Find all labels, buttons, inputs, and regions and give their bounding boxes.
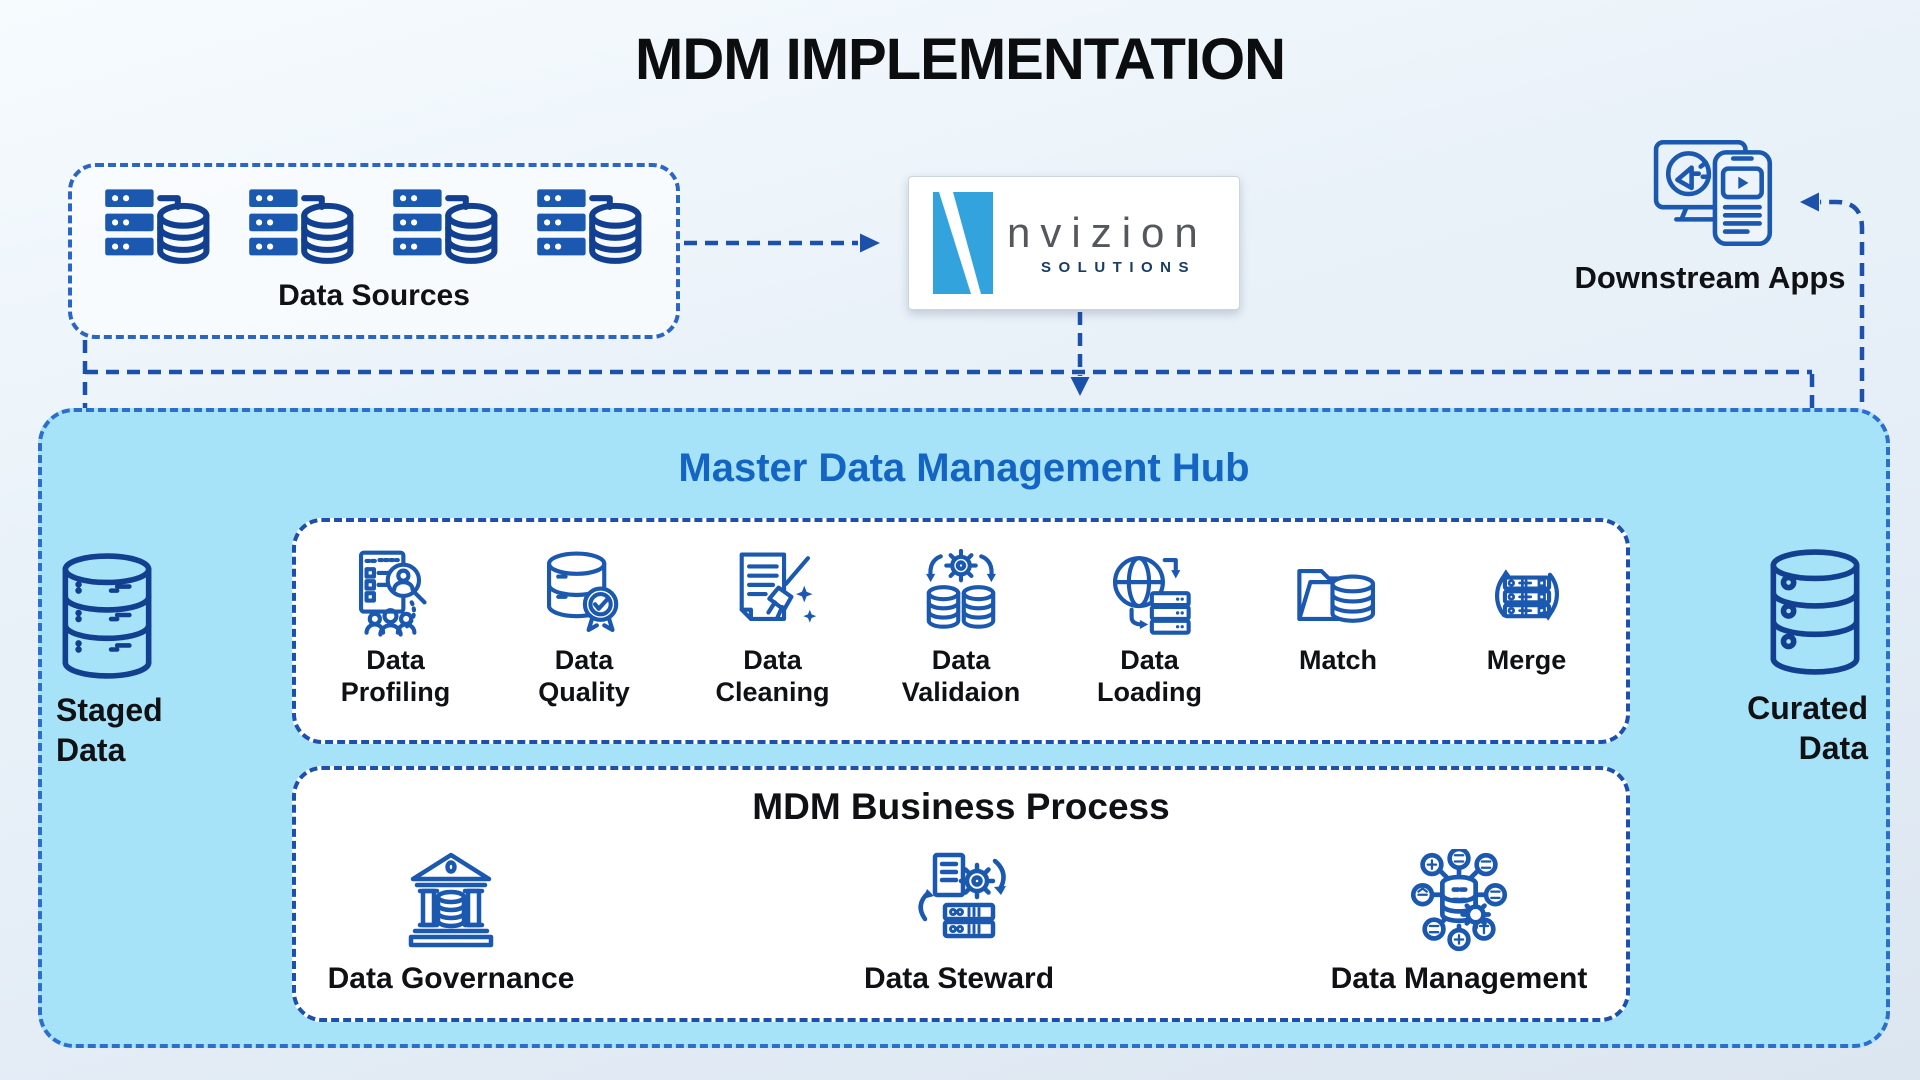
- process-item-data-validation: Data Validaion: [872, 546, 1050, 708]
- data-profiling-icon: [358, 550, 427, 637]
- business-item-label: Data Steward: [863, 962, 1055, 995]
- downstream-apps-label: Downstream Apps: [1574, 260, 1846, 295]
- server-database-icon: [105, 189, 210, 264]
- process-item-label: Data Cleaning: [715, 645, 830, 707]
- hub-title: Master Data Management Hub: [678, 446, 1250, 490]
- business-item-label: Data Management: [1330, 962, 1588, 995]
- curated-database-icon: [1770, 549, 1860, 675]
- data-loading-icon: [1112, 556, 1191, 635]
- monitor-phone-apps-icon: [1653, 139, 1773, 247]
- process-item-data-profiling: Data Profiling: [307, 546, 485, 708]
- business-item-data-steward: Data Steward: [809, 846, 1109, 996]
- business-item-data-management: Data Management: [1309, 846, 1609, 996]
- process-item-data-loading: Data Loading: [1061, 546, 1239, 708]
- process-item-match: Match: [1249, 546, 1427, 676]
- process-item-data-quality: Data Quality: [495, 546, 673, 708]
- curated-data-label: Curated Data: [1747, 690, 1868, 766]
- data-sources-label: Data Sources: [278, 279, 470, 312]
- process-item-label: Merge: [1486, 645, 1567, 675]
- process-item-data-cleaning: Data Cleaning: [684, 546, 862, 708]
- process-item-label: Data Profiling: [340, 645, 451, 707]
- data-governance-icon: [408, 852, 494, 948]
- process-item-label: Data Quality: [538, 645, 630, 707]
- process-item-label: Data Loading: [1097, 645, 1202, 707]
- page-title: MDM IMPLEMENTATION: [635, 27, 1286, 92]
- staged-database-icon: [62, 553, 152, 679]
- process-panel: Data Profiling Data Quality: [292, 518, 1630, 744]
- data-sources-box: Data Sources: [68, 163, 680, 339]
- server-database-icon: [537, 189, 642, 264]
- data-sources-icons: [102, 185, 646, 273]
- logo-card: nvizion SOLUTIONS: [908, 176, 1240, 310]
- match-folder-icon: [1297, 569, 1376, 623]
- merge-servers-icon: [1494, 569, 1559, 621]
- server-database-icon: [249, 189, 354, 264]
- process-item-label: Match: [1298, 645, 1377, 675]
- logo-brand-text: nvizion: [1007, 208, 1208, 256]
- data-quality-icon: [546, 551, 619, 633]
- staged-data-label: Staged Data: [56, 692, 163, 768]
- business-item-label: Data Governance: [327, 962, 575, 995]
- n-wedge-logo-icon: [933, 192, 993, 294]
- data-cleaning-icon: [739, 552, 816, 623]
- business-panel: MDM Business Process Data Governance: [292, 766, 1630, 1022]
- server-database-icon: [393, 189, 498, 264]
- process-item-merge: Merge: [1438, 546, 1616, 676]
- data-validation-icon: [926, 549, 996, 629]
- logo-texts: nvizion SOLUTIONS: [1007, 208, 1208, 276]
- business-item-data-governance: Data Governance: [301, 846, 601, 996]
- data-steward-icon: [918, 852, 1006, 939]
- business-process-title: MDM Business Process: [752, 786, 1170, 827]
- process-item-label: Data Validaion: [901, 645, 1021, 707]
- data-management-icon: [1410, 849, 1508, 952]
- logo-tagline-text: SOLUTIONS: [1041, 258, 1197, 276]
